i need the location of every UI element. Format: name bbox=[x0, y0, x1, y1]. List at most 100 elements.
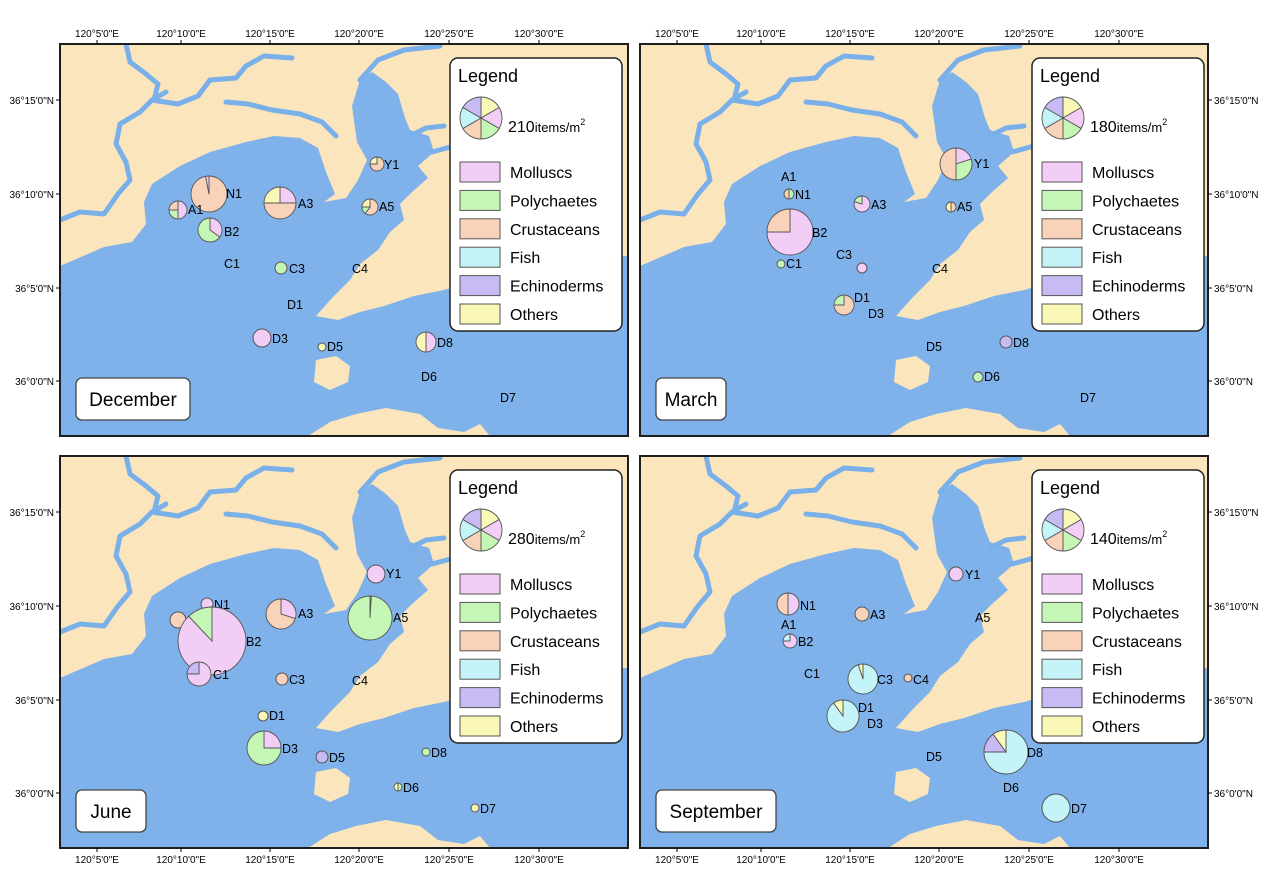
station-d6: D6 bbox=[393, 781, 419, 795]
peninsula bbox=[976, 632, 1016, 682]
pie-slice-molluscs bbox=[856, 262, 868, 274]
legend-scale-unit: items/m bbox=[535, 120, 581, 135]
station-label: D5 bbox=[329, 751, 345, 765]
legend-item-echinoderms: Echinoderms bbox=[1041, 687, 1185, 709]
river bbox=[357, 44, 443, 83]
pie-slice-crustaceans bbox=[265, 598, 296, 630]
pie-slice-crustaceans bbox=[364, 198, 379, 216]
station-a5: A5 bbox=[975, 611, 990, 625]
peninsula bbox=[326, 416, 382, 436]
station-label: A1 bbox=[781, 618, 796, 632]
pie-d8 bbox=[421, 747, 431, 757]
station-label: D3 bbox=[282, 742, 298, 756]
legend-item-others: Others bbox=[459, 715, 558, 737]
pie-slice-polychaetes bbox=[347, 595, 393, 641]
station-label: B2 bbox=[812, 226, 827, 240]
station-label: D5 bbox=[926, 340, 942, 354]
pie-a3 bbox=[853, 195, 871, 213]
legend-swatch-echinoderms bbox=[459, 275, 501, 297]
station-label: B2 bbox=[246, 635, 261, 649]
station-d3: D3 bbox=[252, 328, 288, 348]
station-label: A1 bbox=[188, 203, 203, 217]
legend-label: Polychaetes bbox=[510, 605, 597, 622]
legend-label: Fish bbox=[510, 662, 540, 679]
pie-d1 bbox=[826, 699, 860, 733]
station-d8: D8 bbox=[983, 729, 1043, 775]
station-y1: Y1 bbox=[939, 147, 989, 181]
month-label-box bbox=[75, 789, 147, 833]
lon-label: 120°5'0"E bbox=[655, 855, 699, 866]
station-d8: D8 bbox=[421, 746, 447, 760]
pie-slice-polychaetes bbox=[833, 294, 845, 306]
pie-slice-crustaceans bbox=[275, 672, 289, 686]
pie-c3 bbox=[275, 672, 289, 686]
legend-item-others: Others bbox=[1041, 715, 1140, 737]
legend-label: Others bbox=[510, 719, 558, 736]
station-d3: D3 bbox=[246, 730, 298, 766]
legend-label: Echinoderms bbox=[1092, 691, 1185, 708]
legend-scale-unit: items/m bbox=[1117, 532, 1163, 547]
pie-slice-molluscs bbox=[252, 328, 272, 348]
pie-slice-echinoderms bbox=[186, 661, 200, 675]
river bbox=[223, 511, 339, 551]
station-label: C3 bbox=[836, 248, 852, 262]
map-frame bbox=[59, 43, 629, 437]
pie-slice-crustaceans bbox=[903, 673, 913, 683]
legend-swatch-polychaetes bbox=[1041, 601, 1083, 623]
legend-label: Fish bbox=[1092, 250, 1122, 267]
legend-label: Crustaceans bbox=[1092, 634, 1182, 651]
pie-slice-crustaceans bbox=[783, 188, 790, 200]
pie-a5 bbox=[945, 201, 957, 213]
map-panel-september: 120°5'0"E 120°10'0"E 120°15'0"E 120°20'0"E 1… bbox=[639, 455, 1259, 866]
station-label: C1 bbox=[804, 667, 820, 681]
pie-slice-molluscs bbox=[948, 566, 964, 582]
legend-item-polychaetes: Polychaetes bbox=[1041, 189, 1179, 211]
lon-label: 120°15'0"E bbox=[825, 855, 875, 866]
peninsula bbox=[396, 220, 436, 270]
pie-slice-crustaceans bbox=[263, 202, 297, 220]
station-label: D6 bbox=[403, 781, 419, 795]
lon-label: 120°15'0"E bbox=[245, 855, 295, 866]
river bbox=[407, 123, 447, 139]
station-d1: D1 bbox=[287, 298, 303, 312]
pie-slice-others bbox=[945, 201, 952, 213]
legend-item-others: Others bbox=[459, 303, 558, 325]
bay-water bbox=[640, 484, 1208, 848]
station-d6: D6 bbox=[421, 370, 437, 384]
legend-item-molluscs: Molluscs bbox=[459, 573, 572, 595]
lon-label: 120°10'0"E bbox=[736, 855, 786, 866]
station-label: D3 bbox=[272, 332, 288, 346]
peninsula bbox=[314, 356, 350, 390]
month-label-box bbox=[75, 377, 191, 421]
river bbox=[703, 44, 741, 103]
station-c3: C3 bbox=[847, 663, 893, 695]
station-a3: A3 bbox=[854, 606, 885, 622]
pie-slice-polychaetes bbox=[197, 217, 221, 243]
legend-label: Polychaetes bbox=[1092, 605, 1179, 622]
pie-slice-polychaetes bbox=[421, 747, 431, 757]
lon-label: 120°15'0"E bbox=[825, 29, 875, 40]
station-c1: C1 bbox=[224, 257, 240, 271]
station-c4: C4 bbox=[352, 262, 368, 276]
legend-swatch-echinoderms bbox=[1041, 275, 1083, 297]
station-a3: A3 bbox=[265, 598, 313, 630]
legend-item-crustaceans: Crustaceans bbox=[459, 630, 600, 652]
legend-label: Others bbox=[1092, 719, 1140, 736]
pie-c1 bbox=[186, 661, 212, 687]
pie-slice-others bbox=[257, 710, 269, 722]
legend-label: Others bbox=[1092, 307, 1140, 324]
peninsula bbox=[894, 768, 930, 802]
station-a1: A1 bbox=[781, 170, 796, 184]
lat-label: 36°15'0"N bbox=[10, 508, 55, 519]
station-label: D6 bbox=[421, 370, 437, 384]
pie-slice-others bbox=[857, 663, 864, 680]
pie-slice-polychaetes bbox=[776, 259, 786, 269]
lat-label: 36°5'0"N bbox=[15, 696, 54, 707]
pie-b2 bbox=[766, 208, 814, 256]
station-label: N1 bbox=[795, 188, 811, 202]
station-b2: B2 bbox=[766, 208, 827, 256]
river bbox=[357, 456, 443, 495]
lon-label: 120°20'0"E bbox=[914, 29, 964, 40]
pie-d8 bbox=[415, 331, 437, 353]
bay-water bbox=[60, 484, 628, 848]
